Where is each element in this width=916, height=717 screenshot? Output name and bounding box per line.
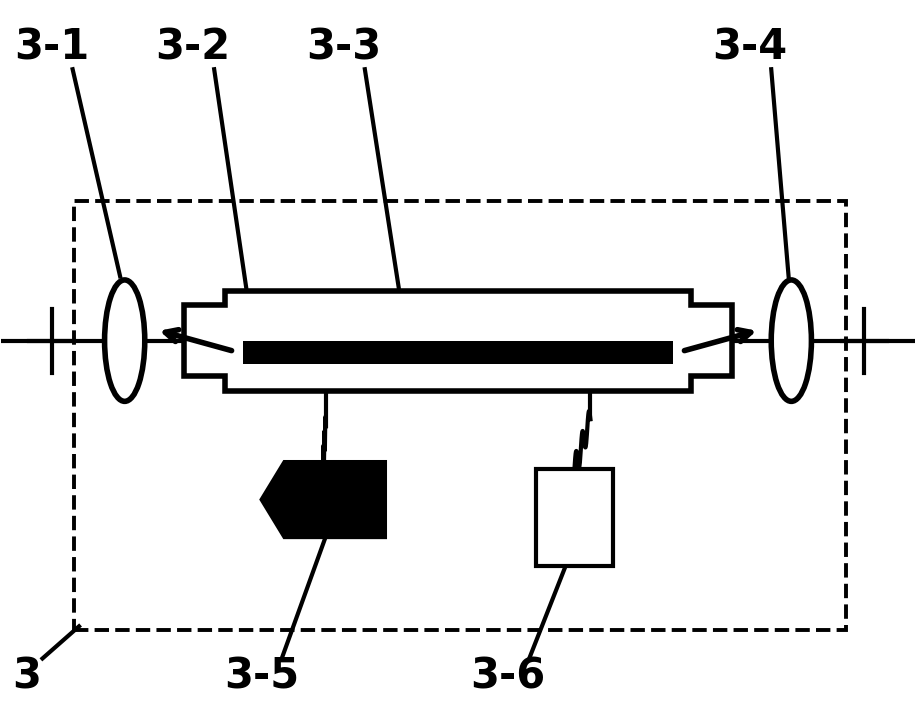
Bar [74, 201, 846, 630]
Text: 3: 3 [13, 655, 41, 698]
Text: 3-2: 3-2 [156, 27, 231, 69]
Ellipse shape [771, 280, 812, 402]
Text: 3-1: 3-1 [14, 27, 89, 69]
Text: 3-5: 3-5 [224, 655, 300, 698]
Bar [536, 469, 613, 566]
Polygon shape [184, 290, 732, 391]
Polygon shape [262, 462, 385, 537]
Text: 3-4: 3-4 [713, 27, 788, 69]
Bar [244, 341, 672, 364]
Text: 3-6: 3-6 [471, 655, 546, 698]
Text: 3-3: 3-3 [306, 27, 381, 69]
Ellipse shape [104, 280, 145, 402]
